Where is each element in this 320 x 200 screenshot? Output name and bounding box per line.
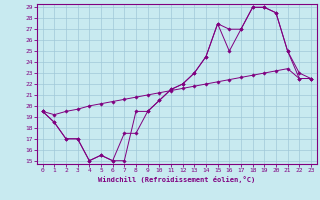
X-axis label: Windchill (Refroidissement éolien,°C): Windchill (Refroidissement éolien,°C): [98, 176, 255, 183]
